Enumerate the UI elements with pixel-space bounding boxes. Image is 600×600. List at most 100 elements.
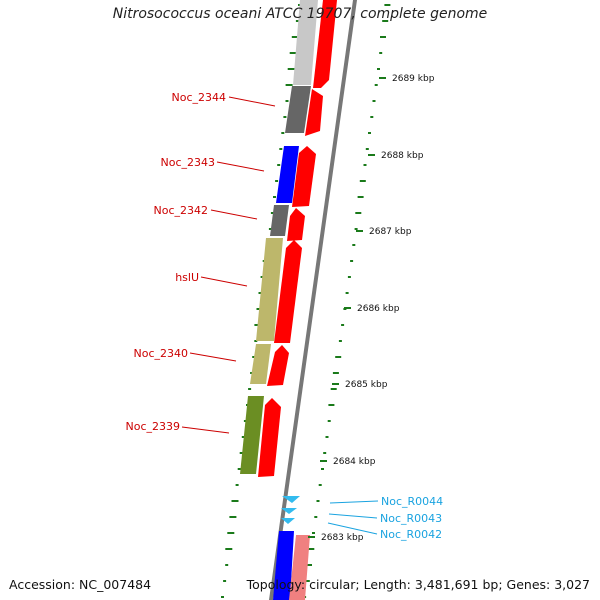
gc-dot [314,516,318,518]
gc-dot [250,372,254,374]
rna-marker-r0043 [281,508,297,514]
kbp-tick-label: 2688 kbp [381,151,424,161]
kbp-tick-mark [344,307,351,309]
gc-dot [221,596,224,598]
gene-block-olive [240,396,264,474]
gc-dot [338,340,342,342]
kbp-tick-label: 2684 kbp [333,457,376,467]
genome-backbone [269,0,357,600]
gc-dot [248,388,252,390]
gc-dot [254,340,258,342]
gene-label[interactable]: Noc_2344 [171,91,226,104]
gc-dot [227,532,235,534]
gc-dot [312,532,315,534]
gc-dot [285,100,289,102]
gc-dot [350,260,354,262]
gene-label[interactable]: Noc_2343 [160,156,215,169]
topology-text: Topology: circular; Length: 3,481,691 bp… [246,577,590,592]
gene-label-leaders [181,96,276,434]
gc-dot [379,52,383,54]
gc-dot [382,20,389,22]
gc-dot [291,36,299,38]
feature-track [240,0,318,600]
gc-dot [345,292,349,294]
gene-block-blue-bottom [273,531,294,600]
leader-noc-2340 [189,352,237,362]
gene-block-grey-dark [285,86,311,133]
gc-dot [327,420,331,422]
rna-label[interactable]: Noc_R0044 [381,495,443,508]
gc-dot [380,36,386,38]
gc-dot [352,244,356,246]
gc-dot [287,68,295,70]
gc-dot [298,4,301,6]
cds-arrow-noc-2343 [292,146,316,207]
gc-dot [347,276,351,278]
cds-track [258,0,337,600]
cds-arrow-noc-2342 [287,208,305,241]
kbp-tick-label: 2689 kbp [392,74,435,84]
kbp-tick-mark [356,230,363,232]
gc-dot [365,148,369,150]
gc-dot [372,100,376,102]
gc-dot [370,116,374,118]
leader-noc-r0044 [329,500,379,504]
cds-arrow-hslu [274,240,302,343]
gc-dot [295,20,299,22]
gc-dot [237,468,241,470]
kbp-tick-label: 2683 kbp [321,533,364,543]
gene-block-khaki-small [250,344,271,384]
kbp-tick-mark [332,383,339,385]
kbp-tick-mark [379,77,386,79]
gc-dot [279,148,283,150]
kbp-tick-mark [368,154,375,156]
gc-dot [303,580,310,582]
gc-dot [321,468,324,470]
gc-dot [241,436,245,438]
kbp-tick-label: 2687 kbp [369,227,412,237]
gc-dot [368,132,371,134]
rna-label[interactable]: Noc_R0042 [380,528,442,541]
gc-dot [357,196,364,198]
leader-noc-r0043 [328,513,378,519]
gene-label[interactable]: Noc_2339 [125,420,180,433]
gc-dot [354,228,358,230]
gc-dot [377,68,380,70]
gc-dot [239,452,243,454]
gc-dot [289,52,297,54]
gene-labels: Noc_2344 Noc_2343 Noc_2342 hslU Noc_2340… [125,91,226,433]
kbp-tick-mark [308,536,315,538]
gc-dot [384,4,391,6]
gc-dot [325,436,329,438]
kbp-scale: 2689 kbp 2688 kbp 2687 kbp 2686 kbp 2685 kbp… [308,74,435,543]
gene-label[interactable]: Noc_2342 [153,204,208,217]
gc-dot [281,132,285,134]
leader-noc-2343 [216,161,265,172]
gc-dot [328,404,335,406]
gc-dot [374,84,378,86]
gc-dot [363,164,367,166]
gc-skew-outer-track [303,4,391,598]
leader-hslu [200,276,248,287]
leader-noc-2344 [228,96,276,107]
gc-dot [330,388,337,390]
gene-label[interactable]: Noc_2340 [133,347,188,360]
rna-label-leaders [327,500,379,535]
rna-labels: Noc_R0044 Noc_R0043 Noc_R0042 [380,495,443,541]
rna-label[interactable]: Noc_R0043 [380,512,442,525]
leader-noc-2342 [210,209,258,220]
cds-arrow-noc-2339 [258,398,281,477]
gene-label[interactable]: hslU [175,271,199,284]
gc-dot [231,500,239,502]
gc-dot [283,116,287,118]
gene-block-khaki-large [256,238,283,341]
kbp-tick-label: 2685 kbp [345,380,388,390]
cds-arrow-noc-2340 [267,345,289,386]
cds-arrow-noc-2344 [305,89,323,136]
gc-dot [273,196,276,198]
gc-dot [225,564,229,566]
gc-dot [316,500,320,502]
gc-dot [243,420,247,422]
gc-dot [341,324,345,326]
gc-dot [275,180,279,182]
